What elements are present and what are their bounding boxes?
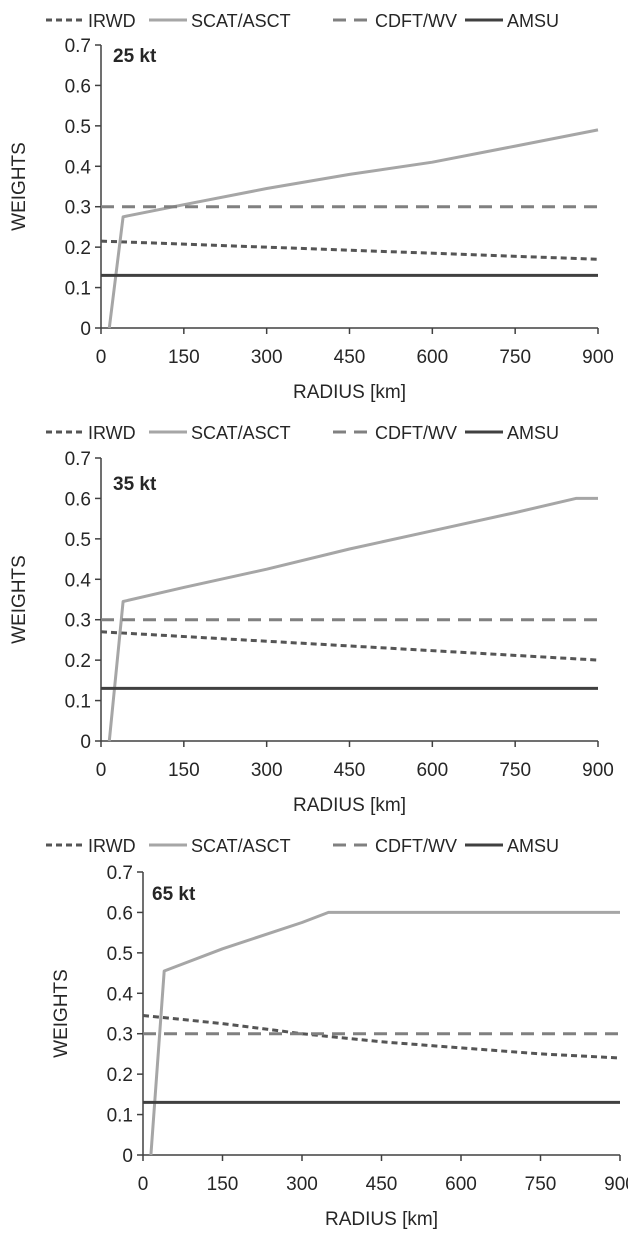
x-axis-title: RADIUS [km]: [325, 1209, 438, 1230]
series-line-irwd: [142, 1014, 621, 1060]
legend-item: CDFT/WV: [333, 423, 457, 443]
legend-item: SCAT/ASCT: [149, 11, 291, 31]
y-tick-label: 0.4: [65, 157, 92, 178]
y-tick-label: 0.7: [65, 449, 91, 470]
x-tick-label: 150: [168, 347, 200, 368]
y-tick-label: 0.1: [65, 692, 91, 713]
y-tick-label: 0.1: [107, 1106, 133, 1127]
legend-label: IRWD: [88, 11, 136, 31]
x-axis-title: RADIUS [km]: [293, 795, 406, 816]
legend-label: SCAT/ASCT: [191, 11, 291, 31]
y-tick-label: 0.2: [107, 1065, 133, 1086]
legend-label: CDFT/WV: [375, 836, 457, 856]
legend-item: IRWD: [46, 423, 136, 443]
y-axis-title: WEIGHTS: [9, 142, 30, 231]
legend-item: AMSU: [465, 423, 559, 443]
legend-item: AMSU: [465, 836, 559, 856]
series-line-irwd: [100, 239, 599, 261]
y-tick-label: 0.2: [65, 238, 91, 259]
y-axis-title: WEIGHTS: [9, 555, 30, 644]
y-tick-label: 0.5: [65, 530, 91, 551]
legend-item: CDFT/WV: [333, 11, 457, 31]
legend-label: SCAT/ASCT: [191, 423, 291, 443]
x-tick-label: 450: [334, 760, 366, 781]
x-tick-label: 900: [582, 347, 614, 368]
legend-item: AMSU: [465, 11, 559, 31]
legend-label: AMSU: [507, 11, 559, 31]
legend-item: IRWD: [46, 11, 136, 31]
y-tick-label: 0.5: [65, 117, 91, 138]
y-tick-label: 0.2: [65, 651, 91, 672]
x-tick-label: 0: [138, 1174, 149, 1195]
x-tick-label: 750: [499, 760, 531, 781]
y-tick-label: 0: [80, 319, 91, 340]
x-tick-label: 0: [96, 760, 107, 781]
x-tick-label: 300: [286, 1174, 318, 1195]
x-tick-label: 150: [207, 1174, 239, 1195]
series-line-scat-asct: [107, 128, 599, 329]
y-tick-label: 0.7: [107, 863, 133, 884]
x-tick-label: 900: [582, 760, 614, 781]
x-tick-label: 750: [525, 1174, 557, 1195]
y-tick-label: 0.3: [107, 1025, 133, 1046]
x-tick-label: 750: [499, 347, 531, 368]
legend-label: CDFT/WV: [375, 423, 457, 443]
x-tick-label: 600: [416, 347, 448, 368]
chart-panel-65kt: IRWD SCAT/ASCT CDFT/WV AMSU 0 0.1 0.2 0.3 0.4 0.5…: [46, 836, 628, 1230]
panel-title: 35 kt: [113, 474, 157, 495]
x-tick-label: 150: [168, 760, 200, 781]
legend-label: IRWD: [88, 836, 136, 856]
x-tick-label: 600: [416, 760, 448, 781]
y-tick-label: 0.6: [65, 489, 91, 510]
y-tick-label: 0.3: [65, 198, 91, 219]
legend-label: AMSU: [507, 423, 559, 443]
y-tick-label: 0.4: [107, 984, 134, 1005]
chart-panel-35kt: IRWD SCAT/ASCT CDFT/WV AMSU 0 0.1 0.2 0.3 0.4 0.5…: [9, 423, 614, 816]
legend-item: SCAT/ASCT: [149, 836, 291, 856]
legend-item: IRWD: [46, 836, 136, 856]
series-line-scat-asct: [107, 496, 598, 742]
y-tick-label: 0.3: [65, 611, 91, 632]
x-axis-title: RADIUS [km]: [293, 382, 406, 403]
y-tick-label: 0.5: [107, 944, 133, 965]
x-tick-label: 900: [604, 1174, 628, 1195]
y-tick-label: 0: [122, 1146, 133, 1167]
legend-label: AMSU: [507, 836, 559, 856]
y-tick-label: 0.6: [107, 903, 133, 924]
legend-label: CDFT/WV: [375, 11, 457, 31]
panel-title: 25 kt: [113, 46, 157, 67]
panel-title: 65 kt: [152, 884, 196, 905]
legend-label: IRWD: [88, 423, 136, 443]
legend-item: CDFT/WV: [333, 836, 457, 856]
x-tick-label: 600: [445, 1174, 477, 1195]
x-tick-label: 300: [251, 347, 283, 368]
y-tick-label: 0.6: [65, 76, 91, 97]
series-line-scat-asct: [149, 910, 620, 1156]
y-tick-label: 0.1: [65, 279, 91, 300]
legend-item: SCAT/ASCT: [149, 423, 291, 443]
legend-label: SCAT/ASCT: [191, 836, 291, 856]
y-tick-label: 0.4: [65, 570, 92, 591]
y-tick-label: 0: [80, 732, 91, 753]
y-tick-label: 0.7: [65, 36, 91, 57]
x-tick-label: 300: [251, 760, 283, 781]
y-axis-title: WEIGHTS: [51, 969, 72, 1058]
x-tick-label: 0: [96, 347, 107, 368]
x-tick-label: 450: [366, 1174, 398, 1195]
chart-panel-25kt: IRWD SCAT/ASCT CDFT/WV AMSU 0 0.1 0.2 0.3 0.4 0.5…: [9, 11, 614, 403]
x-tick-label: 450: [334, 347, 366, 368]
series-line-irwd: [100, 630, 599, 662]
